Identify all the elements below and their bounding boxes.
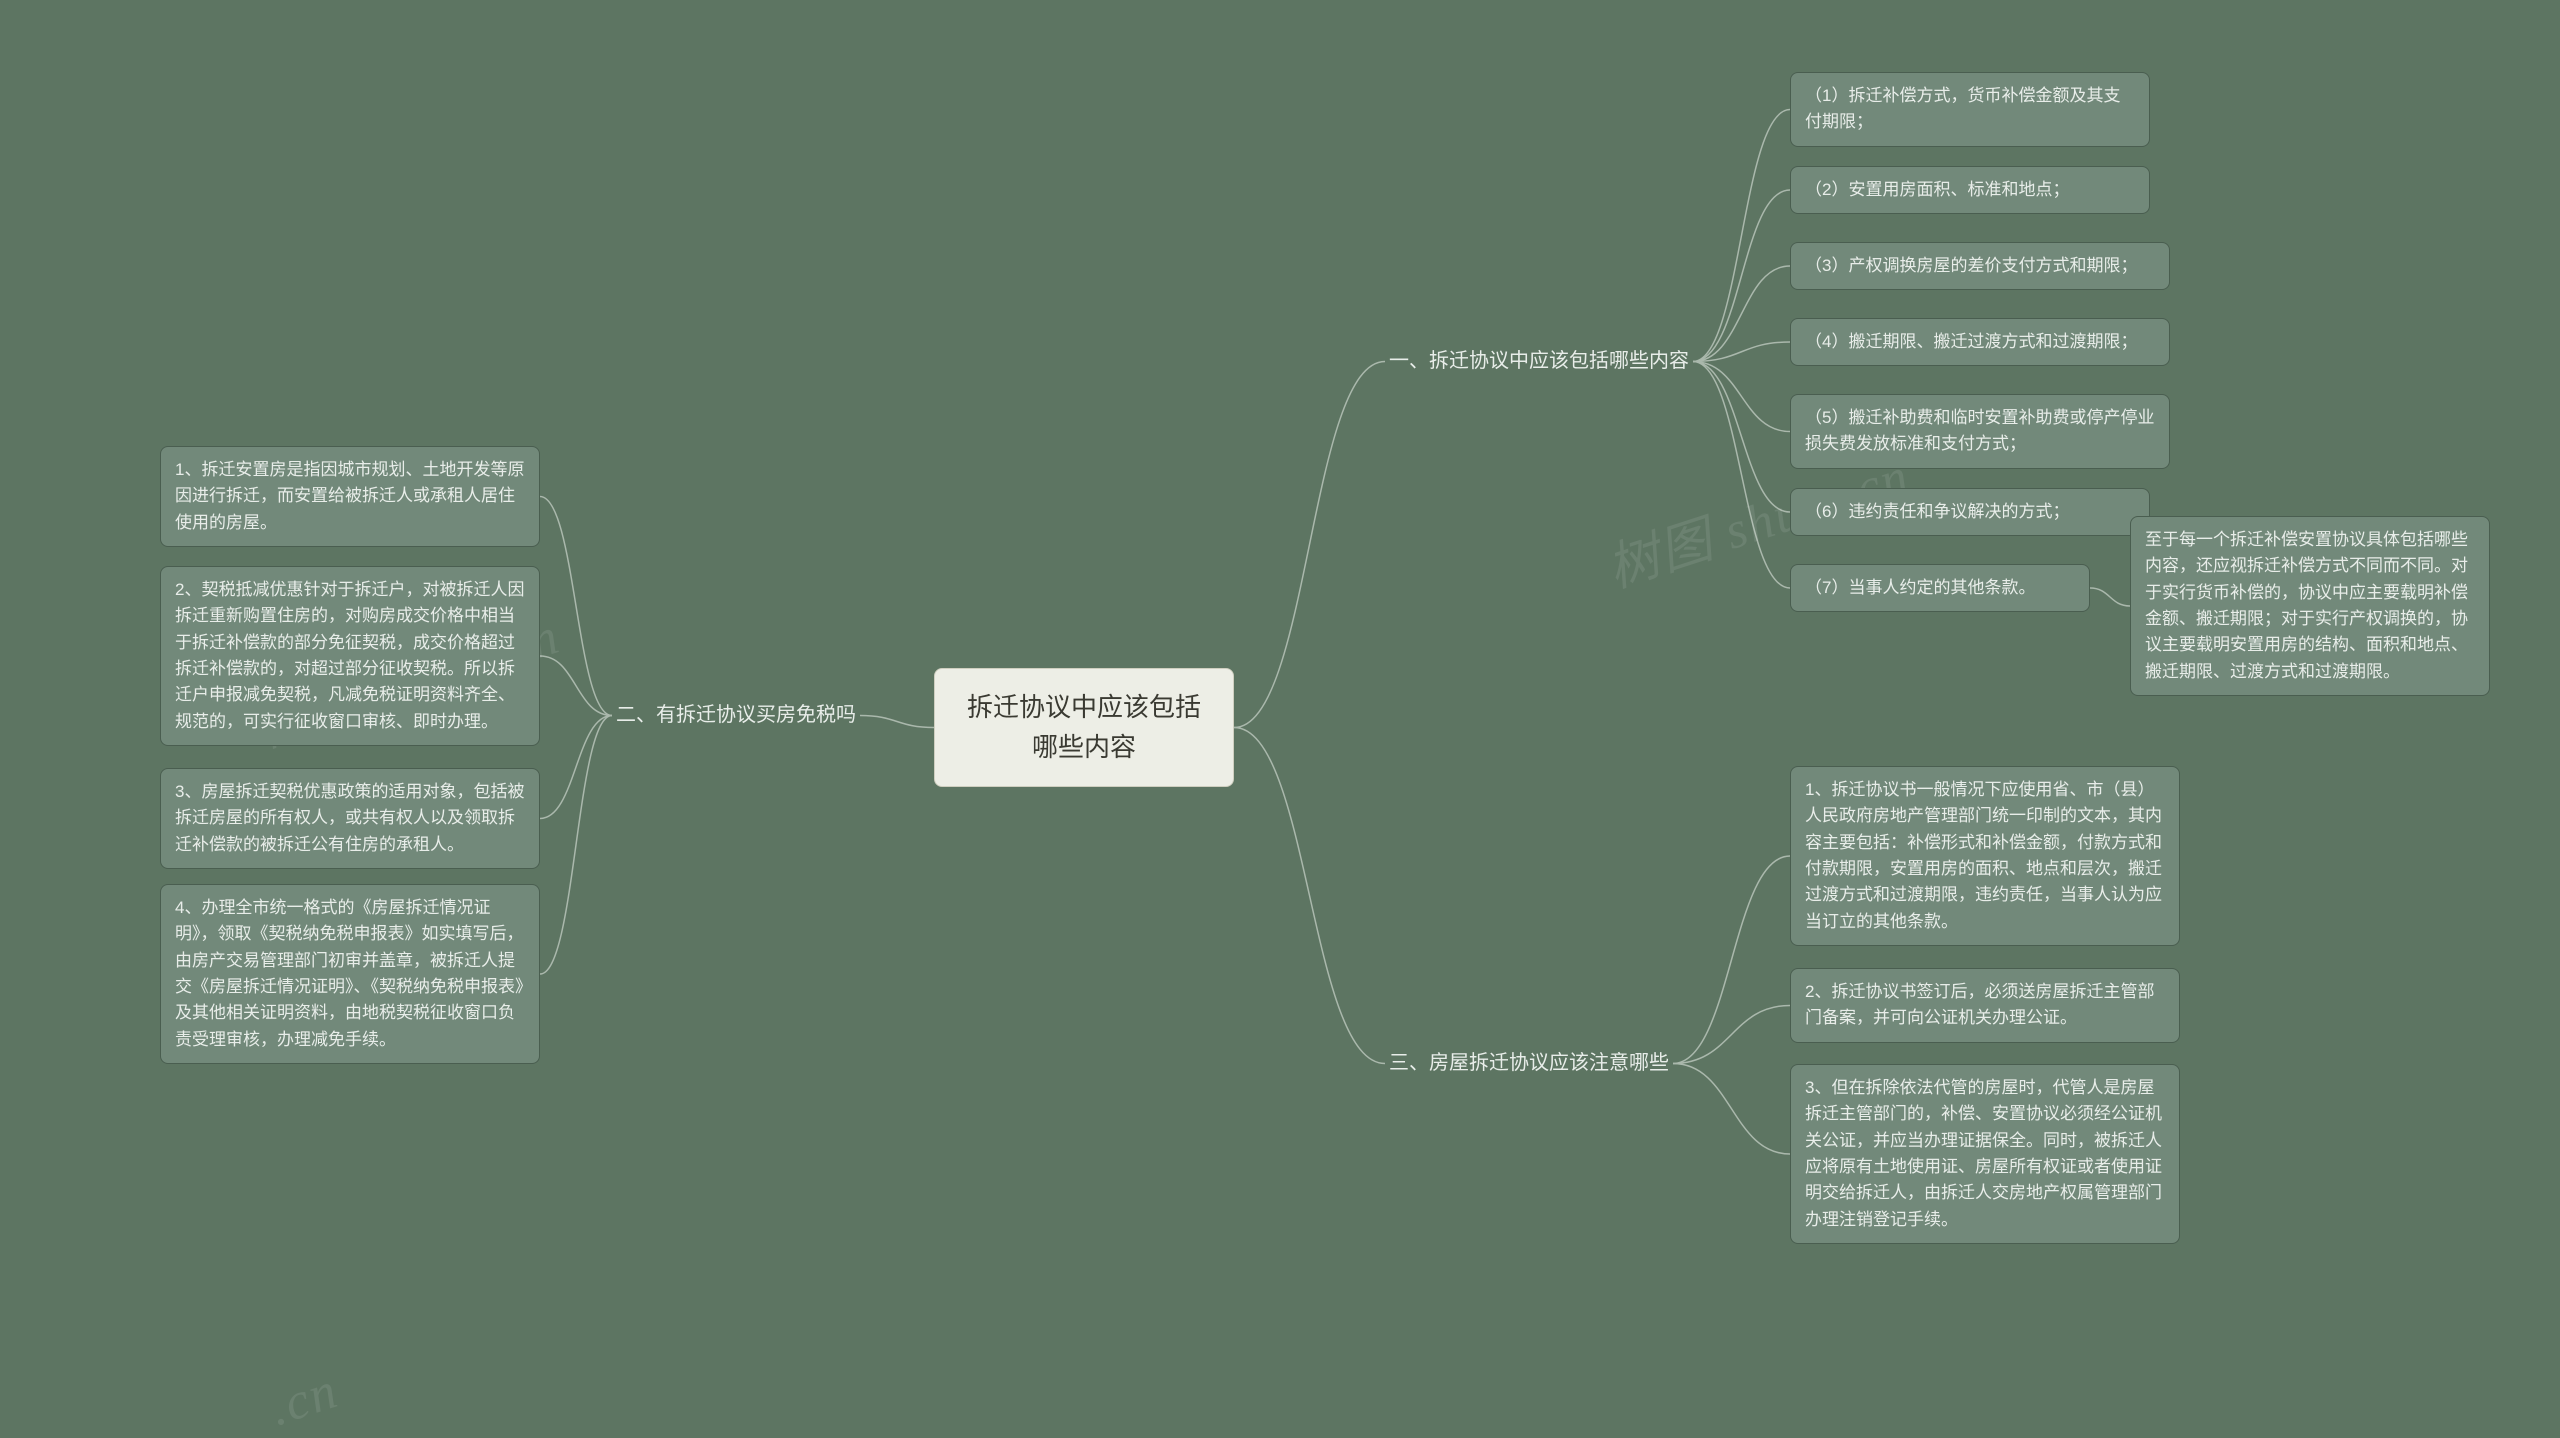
branch-2-leaf: 1、拆迁安置房是指因城市规划、土地开发等原因进行拆迁，而安置给被拆迁人或承租人居… — [160, 446, 540, 547]
branch-3-leaf: 1、拆迁协议书一般情况下应使用省、市（县）人民政府房地产管理部门统一印制的文本，… — [1790, 766, 2180, 946]
branch-2-label: 二、有拆迁协议买房免税吗 — [612, 694, 860, 737]
branch-1-leaf: （6）违约责任和争议解决的方式； — [1790, 488, 2150, 536]
branch-1-leaf: （7）当事人约定的其他条款。 — [1790, 564, 2090, 612]
branch-1-leaf-detail: 至于每一个拆迁补偿安置协议具体包括哪些内容，还应视拆迁补偿方式不同而不同。对于实… — [2130, 516, 2490, 696]
branch-3-leaf: 2、拆迁协议书签订后，必须送房屋拆迁主管部门备案，并可向公证机关办理公证。 — [1790, 968, 2180, 1043]
branch-1-label: 一、拆迁协议中应该包括哪些内容 — [1385, 340, 1693, 383]
watermark: .cn — [263, 1361, 346, 1438]
branch-2-leaf: 4、办理全市统一格式的《房屋拆迁情况证明》，领取《契税纳免税申报表》如实填写后，… — [160, 884, 540, 1064]
branch-2-leaf: 3、房屋拆迁契税优惠政策的适用对象，包括被拆迁房屋的所有权人，或共有权人以及领取… — [160, 768, 540, 869]
branch-1-leaf: （2）安置用房面积、标准和地点； — [1790, 166, 2150, 214]
branch-1-leaf: （3）产权调换房屋的差价支付方式和期限； — [1790, 242, 2170, 290]
branch-3-leaf: 3、但在拆除依法代管的房屋时，代管人是房屋拆迁主管部门的，补偿、安置协议必须经公… — [1790, 1064, 2180, 1244]
center-node: 拆迁协议中应该包括哪些内容 — [934, 668, 1234, 787]
branch-1-leaf: （5）搬迁补助费和临时安置补助费或停产停业损失费发放标准和支付方式； — [1790, 394, 2170, 469]
branch-3-label: 三、房屋拆迁协议应该注意哪些 — [1385, 1042, 1673, 1085]
branch-1-leaf: （1）拆迁补偿方式，货币补偿金额及其支付期限； — [1790, 72, 2150, 147]
branch-1-leaf: （4）搬迁期限、搬迁过渡方式和过渡期限； — [1790, 318, 2170, 366]
branch-2-leaf: 2、契税抵减优惠针对于拆迁户，对被拆迁人因拆迁重新购置住房的，对购房成交价格中相… — [160, 566, 540, 746]
